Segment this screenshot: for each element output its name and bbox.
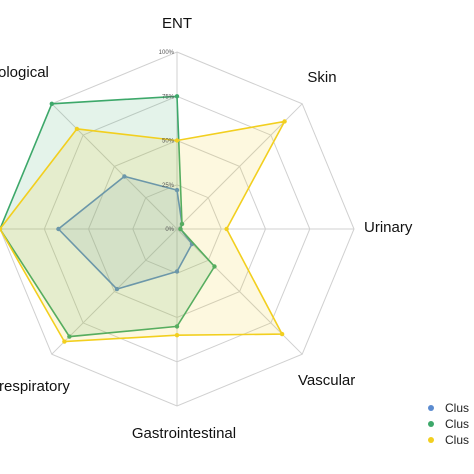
tick-label-0: 0% [165,227,174,233]
series-1-point-5 [114,286,120,292]
legend-label-2: Clus [445,417,469,431]
legend: Clus Clus Clus [428,401,469,447]
axis-label-skin: Skin [307,69,336,86]
legend-label-1: Clus [445,401,469,415]
axis-label-ent: ENT [162,15,192,32]
legend-marker-2 [428,421,434,427]
tick-labels: 0% 25% 50% 75% 100% [159,50,175,233]
series-2-point-4 [174,324,180,329]
series-layer [0,94,287,344]
tick-label-4: 100% [159,50,175,56]
series-2-point-1 [179,221,185,227]
series-3-point-7 [74,126,80,132]
grid-spoke-7 [51,103,178,230]
series-3-point-5 [62,339,67,344]
legend-marker-3 [428,437,434,443]
legend-label-3: Clus [445,433,469,447]
series-3-point-4 [174,333,180,338]
series-3-point-2 [224,226,229,232]
series-1-point-0 [174,187,180,193]
series-3-point-3 [279,331,285,337]
series-2-point-7 [49,101,54,107]
tick-label-1: 25% [162,183,175,189]
series-1-point-7 [122,174,127,179]
series-2-point-2 [178,226,183,232]
series-2-point-5 [67,334,72,339]
grid-spoke-5 [51,228,178,355]
axis-label-ological: ological [0,64,49,81]
axis-label-respiratory: respiratory [0,378,70,395]
series-3-point-1 [282,119,287,124]
series-2-point-0 [174,94,180,99]
series-3-point-0 [174,138,180,143]
series-1-point-6 [56,226,61,232]
axis-label-urinary: Urinary [364,219,413,236]
series-2-point-3 [212,264,217,269]
axis-label-gastrointestinal: Gastrointestinal [132,425,236,442]
grid-spoke-1 [176,103,303,230]
tick-label-3: 75% [162,94,175,100]
tick-label-2: 50% [162,139,175,145]
series-3-point-6 [0,226,3,232]
series-1-point-4 [174,269,180,274]
axis-label-vascular: Vascular [298,372,355,389]
legend-marker-1 [428,405,434,411]
